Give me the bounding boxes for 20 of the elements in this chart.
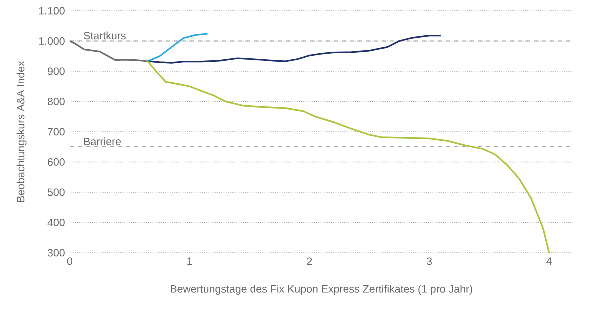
x-tick-label: 4 — [546, 258, 552, 266]
y-axis-title: Beobachtungskurs A&A Index — [16, 61, 27, 202]
y-tick-label: 1.000 — [39, 37, 65, 46]
x-tick-label: 0 — [67, 258, 73, 266]
y-tick-label: 300 — [48, 249, 65, 257]
y-tick-label: 1.100 — [39, 7, 65, 15]
x-tick-label: 2 — [307, 258, 312, 266]
x-axis-title: Bewertungstage des Fix Kupon Express Zertifikates (1 pro Jahr) — [171, 285, 472, 296]
x-tick-label: 3 — [426, 258, 432, 266]
x-tick-label: 1 — [188, 258, 192, 266]
ref-line-label: Startkurs — [84, 32, 126, 40]
line-series — [147, 35, 442, 64]
y-tick-label: 400 — [48, 218, 65, 227]
ref-line-label: Barriere — [84, 138, 122, 146]
y-tick-label: 900 — [48, 68, 65, 76]
y-tick-label: 500 — [48, 188, 65, 196]
line-series — [69, 40, 149, 62]
y-tick-label: 800 — [48, 98, 65, 106]
y-tick-label: 700 — [48, 128, 65, 136]
y-tick-label: 600 — [48, 158, 65, 166]
